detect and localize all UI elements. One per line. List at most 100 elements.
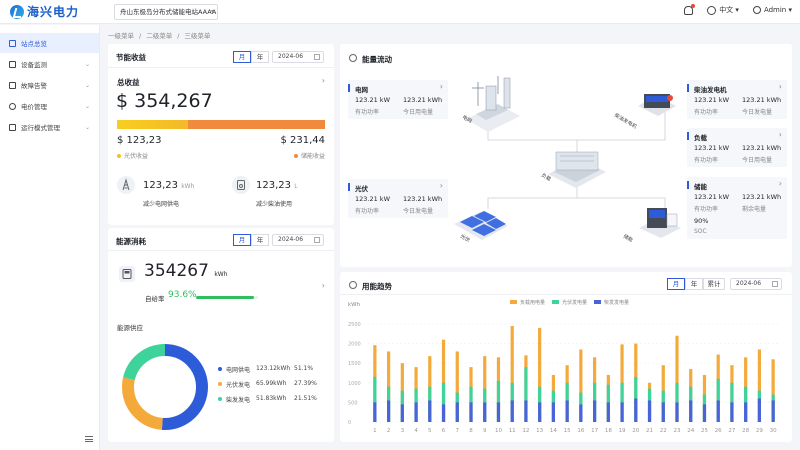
bar-柴发发电量-26[interactable] [716, 400, 720, 422]
bar-负载用电量-11[interactable] [510, 325, 514, 422]
load-info-box[interactable]: 负载 › 123.21 kW 123.21 kWh 有功功率 今日用电量 [687, 128, 787, 167]
bar-柴发发电量-14[interactable] [551, 402, 555, 422]
bar-柴发发电量-23[interactable] [675, 402, 679, 422]
bar-柴发发电量-3[interactable] [400, 404, 404, 422]
tab-total[interactable]: 累计 [703, 278, 725, 290]
bar-负载用电量-7[interactable] [455, 351, 459, 422]
bar-柴发发电量-22[interactable] [661, 402, 665, 422]
bar-柴发发电量-25[interactable] [702, 404, 707, 422]
bar-柴发发电量-9[interactable] [483, 402, 487, 422]
grid-info-box[interactable]: 电网 › 123.21 kW 123.21 kWh 有功功率 今日用电量 [348, 80, 448, 119]
bar-柴发发电量-10[interactable] [496, 402, 501, 422]
globe-icon [707, 5, 717, 15]
consumption-value: 354267 kWh [144, 261, 228, 281]
tab-year[interactable]: 年 [251, 234, 269, 246]
bell-icon[interactable] [684, 3, 696, 15]
bar-柴发发电量-11[interactable] [510, 400, 514, 422]
chevron-right-icon[interactable]: › [778, 82, 782, 91]
bar-柴发发电量-30[interactable] [771, 400, 775, 422]
bar-柴发发电量-2[interactable] [387, 400, 391, 422]
x-tick-label: 26 [715, 428, 722, 434]
bar-光伏发电量-6[interactable] [441, 382, 446, 422]
bar-柴发发电量-15[interactable] [565, 400, 569, 422]
bar-柴发发电量-21[interactable] [647, 400, 652, 422]
storage-power-value: 123.21 kW [694, 193, 730, 201]
chevron-right-icon[interactable]: › [321, 76, 325, 85]
chevron-right-icon[interactable]: › [778, 179, 782, 188]
bar-柴发发电量-7[interactable] [455, 402, 459, 422]
bar-负载用电量-23[interactable] [675, 335, 679, 422]
breadcrumb-item[interactable]: 二级菜单 [146, 32, 173, 40]
grid-substation-illustration [466, 76, 520, 132]
bar-柴发发电量-17[interactable] [593, 400, 597, 422]
bar-柴发发电量-29[interactable] [757, 398, 761, 422]
diesel-info-box[interactable]: 柴油发电机 › 123.21 kW 123.21 kWh 有功功率 今日发电量 [687, 80, 787, 119]
bar-光伏发电量-27[interactable] [730, 382, 734, 422]
bar-柴发发电量-18[interactable] [606, 402, 610, 422]
bar-光伏发电量-19[interactable] [620, 382, 624, 422]
bar-光伏发电量-10[interactable] [496, 380, 501, 422]
sidebar-item-overview[interactable]: 站点总览 [0, 33, 99, 53]
tab-year[interactable]: 年 [251, 51, 269, 63]
user-menu[interactable]: Admin ▾ [752, 6, 792, 14]
tab-year[interactable]: 年 [685, 278, 703, 290]
bar-柴发发电量-20[interactable] [634, 398, 638, 422]
bar-柴发发电量-13[interactable] [538, 402, 542, 422]
donut-slice-1[interactable] [122, 344, 208, 430]
sidebar-item-monitor[interactable]: 设备监测 ⌄ [0, 54, 99, 74]
notification-dot [691, 3, 696, 8]
x-tick-label: 24 [687, 428, 694, 434]
grid-reduction-value: 123,23 kWh [143, 180, 194, 191]
bar-柴发发电量-24[interactable] [689, 400, 693, 422]
donut-slice-2[interactable] [122, 344, 208, 430]
tab-month[interactable]: 月 [233, 51, 251, 63]
bar-柴发发电量-8[interactable] [469, 402, 473, 422]
tab-month[interactable]: 月 [667, 278, 685, 290]
supply-percent: 51.1% [294, 365, 314, 372]
bar-光伏发电量-23[interactable] [675, 382, 679, 422]
grid-diesel-connector [487, 110, 666, 141]
bar-负载用电量-30[interactable] [771, 359, 775, 422]
pv-info-box[interactable]: 光伏 › 123.21 kW 123.21 kWh 有功功率 今日发电量 [348, 179, 448, 218]
legend-swatch [552, 300, 559, 304]
chevron-right-icon[interactable]: › [439, 82, 443, 91]
chevron-right-icon[interactable]: › [439, 181, 443, 190]
logo[interactable]: 海兴电力 [10, 3, 79, 20]
bar-柴发发电量-28[interactable] [744, 402, 748, 422]
date-picker[interactable]: 2024-06 [730, 278, 782, 290]
collapse-sidebar-icon[interactable] [85, 436, 93, 442]
legend-dot [293, 154, 298, 158]
date-picker[interactable]: 2024-06 [272, 51, 324, 63]
bar-柴发发电量-16[interactable] [579, 404, 583, 422]
sidebar: 站点总览 设备监测 ⌄ 故障告警 ⌄ 电价管理 ⌄ 运行模式管理 ⌄ [0, 25, 100, 450]
grid-reduction-number: 123,23 [143, 180, 178, 191]
bar-柴发发电量-4[interactable] [414, 402, 418, 422]
language-switch[interactable]: 中文 ▾ [707, 5, 739, 15]
bar-柴发发电量-27[interactable] [730, 402, 734, 422]
bar-柴发发电量-6[interactable] [441, 404, 446, 422]
bar-柴发发电量-19[interactable] [620, 402, 624, 422]
bar-负载用电量-16[interactable] [579, 349, 583, 422]
self-sufficiency-fill [196, 296, 255, 299]
date-picker[interactable]: 2024-06 [272, 234, 324, 246]
chevron-right-icon[interactable]: › [778, 130, 782, 139]
bar-负载用电量-29[interactable] [757, 349, 761, 422]
bar-负载用电量-6[interactable] [441, 339, 446, 422]
storage-info-box[interactable]: 储能 › 123.21 kW 123.21 kWh 有功功率 剩余电量 90% … [687, 177, 787, 239]
bar-光伏发电量-1[interactable] [373, 376, 377, 422]
diesel-energy-value: 123.21 kWh [742, 96, 782, 104]
station-select[interactable]: 舟山东极岛分布式储能电站AAAA ▾ [114, 4, 218, 20]
bar-柴发发电量-1[interactable] [373, 402, 377, 422]
bar-负载用电量-13[interactable] [538, 327, 542, 422]
bar-柴发发电量-5[interactable] [428, 400, 432, 422]
sidebar-item-mode[interactable]: 运行模式管理 ⌄ [0, 117, 99, 137]
tab-month[interactable]: 月 [233, 234, 251, 246]
chevron-right-icon[interactable]: › [321, 281, 325, 290]
x-tick-label: 2 [387, 428, 391, 434]
consumption-unit: kWh [214, 271, 228, 278]
sidebar-item-alarm[interactable]: 故障告警 ⌄ [0, 75, 99, 95]
bar-柴发发电量-12[interactable] [524, 400, 528, 422]
bar-光伏发电量-12[interactable] [524, 367, 528, 422]
breadcrumb-item[interactable]: 一级菜单 [108, 32, 134, 40]
sidebar-item-price[interactable]: 电价管理 ⌄ [0, 96, 99, 116]
